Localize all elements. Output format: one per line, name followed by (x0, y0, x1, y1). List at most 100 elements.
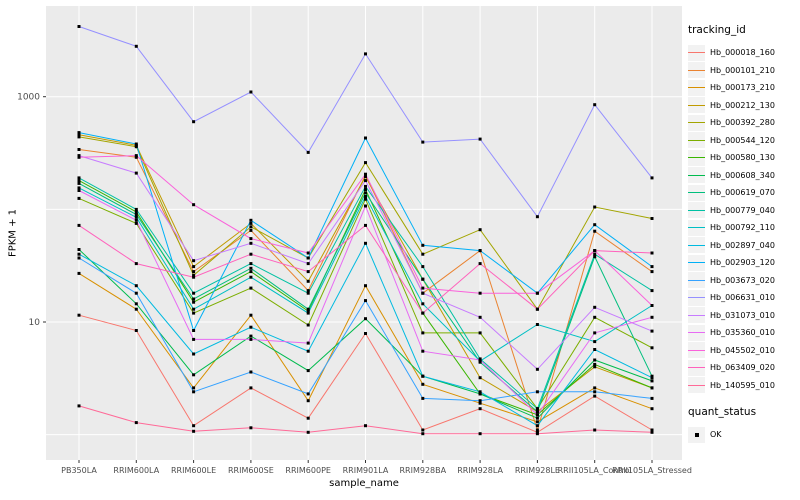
data-point (192, 390, 196, 394)
data-point (650, 270, 654, 274)
data-point (478, 315, 482, 319)
legend-key-swatch (688, 324, 705, 341)
data-point (192, 275, 196, 279)
legend-entry: Hb_006631_010 (688, 289, 798, 307)
legend-entry-label: Hb_000212_130 (710, 100, 775, 110)
data-point (249, 325, 253, 329)
legend-entry-label: Hb_002897_040 (710, 240, 775, 250)
data-point (77, 155, 81, 159)
data-point (192, 259, 196, 263)
data-point (478, 228, 482, 232)
data-point (192, 424, 196, 428)
legend-entry: Hb_002897_040 (688, 237, 798, 255)
series-color-line-icon (688, 244, 705, 246)
legend-key-swatch (688, 202, 705, 219)
data-point (421, 428, 425, 432)
data-point (306, 392, 310, 396)
legend-entry-label: Hb_000608_340 (710, 170, 775, 180)
series-color-line-icon (688, 384, 705, 386)
data-point (192, 311, 196, 315)
data-point (364, 191, 367, 195)
legend-entry-label: Hb_035360_010 (710, 328, 775, 338)
data-point (249, 218, 253, 222)
data-point (192, 265, 196, 269)
data-point (134, 329, 138, 332)
series-color-line-icon (688, 367, 705, 369)
data-point (593, 205, 597, 209)
legend-entries: Hb_000018_160 Hb_000101_210 Hb_000173_210 H… (688, 44, 798, 394)
data-point (134, 215, 138, 219)
x-tick-label: RRIM928LA (457, 466, 503, 475)
data-point (306, 399, 310, 403)
x-tick-label: RRII105LA_Stressed (612, 466, 692, 475)
data-point (421, 311, 425, 315)
data-point (535, 428, 539, 432)
data-point (478, 262, 482, 266)
series-color-line-icon (688, 139, 705, 141)
legend-entry-label: Hb_063409_020 (710, 363, 775, 373)
data-point (77, 176, 81, 180)
data-point (192, 337, 196, 341)
data-point (650, 428, 654, 432)
series-color-line-icon (688, 349, 705, 351)
data-point (77, 181, 81, 185)
series-color-line-icon (688, 314, 705, 316)
legend-entry: Hb_000779_040 (688, 202, 798, 220)
data-point (650, 176, 654, 180)
data-point (306, 150, 310, 154)
quant-legend-label: OK (710, 430, 722, 440)
data-point (478, 137, 482, 141)
data-point (421, 331, 425, 335)
data-point (134, 142, 138, 146)
data-point (593, 223, 597, 227)
data-point (77, 223, 81, 227)
legend-title-quant-status: quant_status (688, 406, 757, 418)
data-point (650, 265, 654, 269)
data-point (364, 317, 367, 321)
series-color-line-icon (688, 297, 705, 299)
data-point (306, 341, 310, 345)
data-point (249, 337, 253, 341)
data-point (364, 204, 367, 208)
x-tick-label: RRIM928LE (515, 466, 560, 475)
data-point (306, 289, 310, 293)
data-point (364, 195, 367, 198)
data-point (306, 262, 310, 266)
data-point (249, 241, 253, 245)
series-color-line-icon (688, 87, 705, 89)
legend-entry-label: Hb_003673_020 (710, 275, 775, 285)
data-point (249, 426, 253, 430)
legend-entry-label: Hb_140595_010 (710, 380, 775, 390)
data-point (306, 430, 310, 434)
data-point (134, 210, 138, 214)
data-point (306, 256, 310, 260)
legend-entry-label: Hb_006631_010 (710, 293, 775, 303)
series-color-line-icon (688, 157, 705, 159)
data-point (593, 103, 597, 107)
legend-key-swatch (688, 114, 705, 131)
data-point (650, 289, 654, 293)
quant-key-swatch (688, 426, 705, 443)
data-point (650, 376, 654, 380)
legend-entry: Hb_000580_130 (688, 149, 798, 167)
legend-key-swatch (688, 307, 705, 324)
legend-key-swatch (688, 79, 705, 96)
data-point (192, 297, 196, 301)
data-point (77, 186, 81, 190)
data-point (192, 291, 196, 295)
y-axis-title: FPKM + 1 (7, 208, 19, 258)
data-point (535, 424, 539, 428)
data-point (306, 291, 310, 295)
data-point (421, 382, 425, 386)
data-point (421, 374, 425, 378)
legend-entry: Hb_003673_020 (688, 272, 798, 290)
legend-entry: Hb_035360_010 (688, 324, 798, 342)
data-point (77, 148, 81, 151)
legend-entry-label: Hb_000392_280 (710, 118, 775, 128)
series-color-line-icon (688, 52, 705, 54)
data-point (249, 270, 253, 274)
data-point (478, 407, 482, 411)
legend-key-swatch (688, 149, 705, 166)
data-point (421, 349, 425, 353)
